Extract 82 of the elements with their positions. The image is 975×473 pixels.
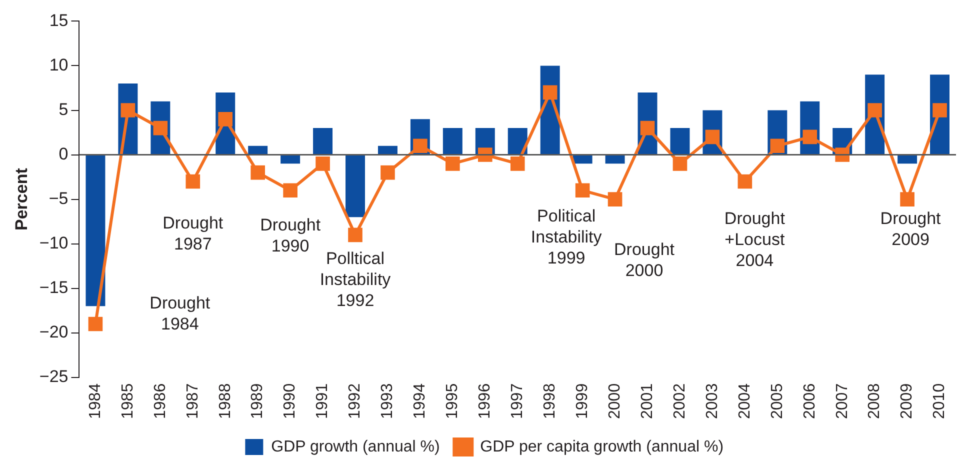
point xyxy=(316,156,330,171)
bar xyxy=(378,146,398,154)
x-tick-label: 2009 xyxy=(898,383,916,419)
x-tick-label: 2006 xyxy=(801,383,818,419)
point xyxy=(542,85,558,100)
x-tick-label: 1996 xyxy=(476,383,494,419)
x-tick-label: 2010 xyxy=(931,383,948,419)
point xyxy=(640,120,655,136)
y-tick-label: −10 xyxy=(39,234,68,253)
x-tick-label: 1989 xyxy=(249,383,266,419)
annotation: Polltical Instability 1992 xyxy=(320,249,392,310)
y-tick-label: 15 xyxy=(49,10,68,30)
point xyxy=(413,138,428,154)
x-tick-label: 2004 xyxy=(736,383,754,419)
legend-label: GDP growth (annual %) xyxy=(271,438,440,456)
bar xyxy=(508,128,528,154)
annotation: Drought 1987 xyxy=(162,214,224,254)
bar xyxy=(605,155,625,164)
annotation: Political Instability 1999 xyxy=(530,206,602,268)
x-tick-label: 2003 xyxy=(704,383,721,419)
y-tick-label: 5 xyxy=(58,100,68,119)
point xyxy=(348,228,362,242)
y-tick-label: 0 xyxy=(58,144,68,164)
point xyxy=(738,174,752,189)
x-tick-label: 2008 xyxy=(866,383,884,419)
x-tick-label: 1993 xyxy=(379,383,396,419)
point xyxy=(88,316,103,332)
legend-label: GDP per capita growth (annual %) xyxy=(480,438,724,456)
x-tick-label: 1992 xyxy=(346,383,364,419)
bar xyxy=(86,155,106,306)
x-tick-label: 2002 xyxy=(671,383,688,419)
x-tick-label: 1985 xyxy=(119,383,136,419)
x-tick-label: 1994 xyxy=(412,383,429,419)
x-tick-label: 1995 xyxy=(444,383,462,419)
x-tick-label: 1987 xyxy=(184,383,202,419)
x-tick-label: 1984 xyxy=(86,383,104,419)
point xyxy=(250,165,265,180)
y-tick-label: −15 xyxy=(39,278,68,298)
bar xyxy=(346,155,365,218)
bar xyxy=(248,146,268,154)
annotation: Drought 1984 xyxy=(150,294,210,334)
point xyxy=(932,103,947,118)
point xyxy=(380,165,395,180)
x-tick-label: 2005 xyxy=(768,383,786,419)
y-tick-label: −20 xyxy=(39,322,68,342)
y-axis-title: Percent xyxy=(12,168,31,230)
annotation: Drought 2000 xyxy=(614,240,675,280)
point xyxy=(900,192,914,206)
point xyxy=(770,138,785,154)
y-tick-label: −5 xyxy=(48,188,68,208)
x-tick-label: 2007 xyxy=(834,383,851,419)
x-tick-label: 2000 xyxy=(606,383,624,419)
annotation: Drought +Locust 2004 xyxy=(724,209,786,270)
x-tick-label: 1988 xyxy=(216,383,234,419)
x-tick-label: 1991 xyxy=(314,383,332,419)
x-tick-label: 1999 xyxy=(574,383,591,419)
point xyxy=(868,103,882,118)
point xyxy=(120,103,136,118)
bar xyxy=(442,128,462,154)
y-tick-label: 10 xyxy=(49,55,68,74)
bar xyxy=(280,155,300,164)
y-tick-label: −25 xyxy=(39,367,68,386)
x-tick-label: 1997 xyxy=(509,383,526,419)
point xyxy=(608,192,622,206)
point xyxy=(802,130,818,144)
bar xyxy=(898,155,918,164)
point xyxy=(186,174,200,189)
annotation: Drought 2009 xyxy=(880,209,942,250)
annotation: Drought 1990 xyxy=(260,215,321,256)
point xyxy=(283,183,298,198)
point xyxy=(672,156,688,171)
x-tick-label: 1998 xyxy=(541,383,558,419)
x-tick-label: 1986 xyxy=(152,383,169,419)
point xyxy=(218,112,233,126)
bar xyxy=(670,128,690,154)
point xyxy=(510,156,525,171)
bar xyxy=(572,155,592,164)
x-tick-label: 2001 xyxy=(638,383,656,419)
bar xyxy=(313,128,333,154)
point xyxy=(446,156,460,171)
point xyxy=(575,183,590,198)
x-tick-label: 1990 xyxy=(282,383,299,419)
